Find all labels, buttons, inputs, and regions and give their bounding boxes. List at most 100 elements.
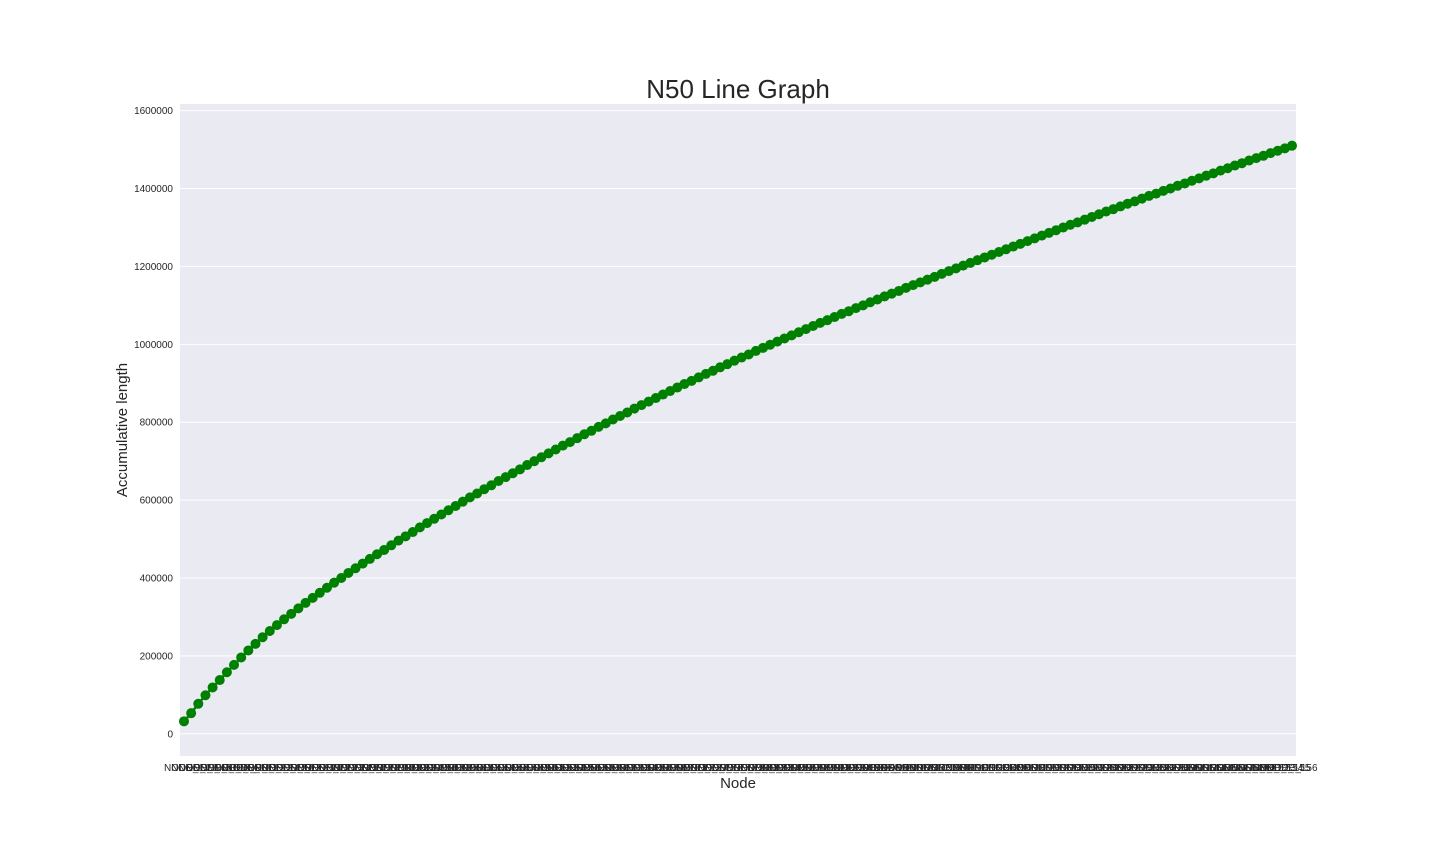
x-tick-label: NODE_133 <box>1102 763 1154 774</box>
x-tick-label: NODE_92 <box>812 763 858 774</box>
x-tick-label: NODE_5 <box>193 763 233 774</box>
data-point <box>407 527 418 538</box>
x-tick-label: NODE_29 <box>361 763 407 774</box>
x-tick-label: NODE_34 <box>397 763 443 774</box>
x-tick-label: NODE_143 <box>1174 763 1226 774</box>
x-tick-label: NODE_50 <box>511 763 557 774</box>
data-point <box>186 708 197 719</box>
data-point <box>307 592 318 603</box>
x-tick-label: NODE_120 <box>1009 763 1061 774</box>
x-tick-label: NODE_71 <box>662 763 708 774</box>
x-tick-label: NODE_136 <box>1123 763 1175 774</box>
x-tick-label: NODE_65 <box>619 763 665 774</box>
data-point <box>364 553 375 564</box>
x-tick-label: NODE_72 <box>669 763 715 774</box>
x-tick-label: NODE_148 <box>1209 763 1261 774</box>
x-tick-label: NODE_59 <box>576 763 622 774</box>
x-tick-label: NODE_8 <box>214 763 254 774</box>
data-point <box>350 563 361 574</box>
x-tick-label: NODE_135 <box>1116 763 1168 774</box>
x-tick-label: NODE_3 <box>178 763 218 774</box>
x-tick-label: NODE_48 <box>497 763 543 774</box>
x-tick-label: NODE_89 <box>790 763 836 774</box>
x-tick-label: NODE_63 <box>604 763 650 774</box>
x-tick-label: NODE_130 <box>1081 763 1133 774</box>
x-tick-label: NODE_53 <box>533 763 579 774</box>
x-tick-label: NODE_16 <box>268 763 314 774</box>
x-tick-label: NODE_106 <box>909 763 961 774</box>
x-tick-label: NODE_60 <box>583 763 629 774</box>
x-tick-label: NODE_41 <box>447 763 493 774</box>
x-tick-label: NODE_30 <box>369 763 415 774</box>
x-tick-label: NODE_45 <box>476 763 522 774</box>
x-tick-label: NODE_28 <box>354 763 400 774</box>
data-point <box>250 638 261 649</box>
x-tick-label: NODE_40 <box>440 763 486 774</box>
x-tick-label: NODE_123 <box>1031 763 1083 774</box>
x-tick-label: NODE_47 <box>490 763 536 774</box>
x-tick-label: NODE_56 <box>554 763 600 774</box>
x-tick-label: NODE_144 <box>1181 763 1233 774</box>
x-tick-label: NODE_97 <box>847 763 893 774</box>
y-tick-label: 600000 <box>140 496 174 507</box>
x-tick-label: NODE_128 <box>1066 763 1118 774</box>
data-point <box>264 625 275 636</box>
x-tick-label: NODE_52 <box>526 763 572 774</box>
data-point <box>321 582 332 593</box>
x-tick-label: NODE_122 <box>1023 763 1075 774</box>
x-tick-label: NODE_35 <box>404 763 450 774</box>
x-tick-label: NODE_87 <box>776 763 822 774</box>
x-tick-label: NODE_62 <box>597 763 643 774</box>
x-tick-label: NODE_140 <box>1152 763 1204 774</box>
x-tick-label: NODE_107 <box>916 763 968 774</box>
x-tick-label: NODE_131 <box>1088 763 1140 774</box>
data-point <box>386 540 397 551</box>
data-point <box>229 659 240 670</box>
x-tick-label: NODE_7 <box>207 763 247 774</box>
x-tick-label: NODE_145 <box>1188 763 1240 774</box>
x-tick-label: NODE_64 <box>612 763 658 774</box>
x-tick-label: NODE_1 <box>164 763 204 774</box>
x-tick-label: NODE_100 <box>866 763 918 774</box>
x-tick-label: NODE_116 <box>981 763 1032 774</box>
x-tick-label: NODE_126 <box>1052 763 1104 774</box>
x-tick-label: NODE_121 <box>1016 763 1068 774</box>
data-point <box>293 603 304 614</box>
x-tick-label: NODE_95 <box>833 763 879 774</box>
x-tick-label: NODE_138 <box>1138 763 1190 774</box>
x-tick-label: NODE_43 <box>461 763 507 774</box>
x-tick-label: NODE_99 <box>862 763 908 774</box>
y-tick-label: 0 <box>167 729 173 740</box>
x-tick-label: NODE_105 <box>902 763 954 774</box>
x-axis-label: Node <box>720 775 756 792</box>
data-points <box>179 140 1297 727</box>
x-tick-label: NODE_74 <box>683 763 729 774</box>
y-tick-label: 1600000 <box>134 106 173 117</box>
data-point <box>257 632 268 643</box>
data-point <box>221 667 232 678</box>
x-tick-label: NODE_156 <box>1266 763 1318 774</box>
x-tick-label: NODE_150 <box>1224 763 1276 774</box>
x-tick-label: NODE_23 <box>318 763 364 774</box>
x-tick-label: NODE_10 <box>226 763 272 774</box>
x-tick-label: NODE_24 <box>326 763 372 774</box>
data-point <box>300 597 311 608</box>
data-point <box>1287 140 1297 151</box>
x-tick-label: NODE_103 <box>888 763 940 774</box>
x-tick-label: NODE_42 <box>454 763 500 774</box>
x-tick-label: NODE_110 <box>938 763 989 774</box>
data-point <box>193 698 204 709</box>
x-tick-label: NODE_54 <box>540 763 586 774</box>
x-tick-label: NODE_115 <box>974 763 1025 774</box>
x-tick-label: NODE_57 <box>562 763 608 774</box>
x-tick-labels: NODE_1NODE_2NODE_3NODE_4NODE_5NODE_6NODE… <box>164 763 1318 774</box>
x-tick-label: NODE_58 <box>569 763 615 774</box>
x-tick-label: NODE_22 <box>311 763 357 774</box>
x-tick-label: NODE_25 <box>333 763 379 774</box>
x-tick-label: NODE_4 <box>185 763 225 774</box>
x-tick-label: NODE_127 <box>1059 763 1111 774</box>
x-tick-label: NODE_61 <box>590 763 636 774</box>
x-tick-label: NODE_90 <box>797 763 843 774</box>
x-tick-label: NODE_81 <box>733 763 779 774</box>
x-tick-label: NODE_51 <box>519 763 565 774</box>
